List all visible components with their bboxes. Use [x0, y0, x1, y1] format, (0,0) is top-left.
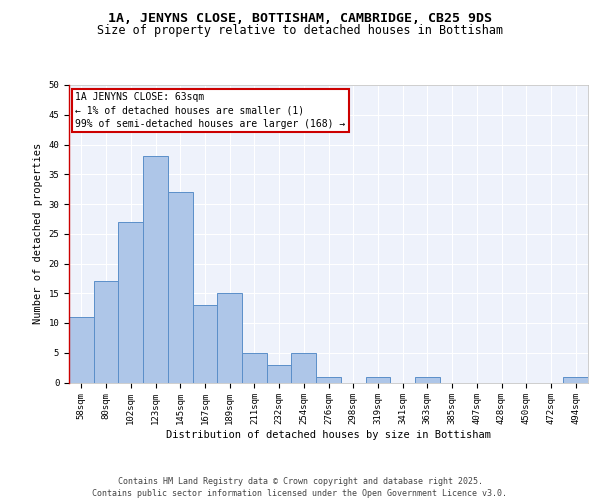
Bar	[168, 192, 193, 382]
Bar	[316, 376, 341, 382]
X-axis label: Distribution of detached houses by size in Bottisham: Distribution of detached houses by size …	[166, 430, 491, 440]
Bar	[143, 156, 168, 382]
Bar	[118, 222, 143, 382]
Bar	[242, 353, 267, 382]
Bar	[292, 353, 316, 382]
Bar	[193, 305, 217, 382]
Bar	[415, 376, 440, 382]
Y-axis label: Number of detached properties: Number of detached properties	[33, 143, 43, 324]
Text: Size of property relative to detached houses in Bottisham: Size of property relative to detached ho…	[97, 24, 503, 37]
Bar	[94, 282, 118, 382]
Bar	[217, 293, 242, 382]
Bar	[365, 376, 390, 382]
Bar	[563, 376, 588, 382]
Text: Contains HM Land Registry data © Crown copyright and database right 2025.
Contai: Contains HM Land Registry data © Crown c…	[92, 476, 508, 498]
Text: 1A JENYNS CLOSE: 63sqm
← 1% of detached houses are smaller (1)
99% of semi-detac: 1A JENYNS CLOSE: 63sqm ← 1% of detached …	[75, 92, 346, 129]
Bar	[267, 364, 292, 382]
Text: 1A, JENYNS CLOSE, BOTTISHAM, CAMBRIDGE, CB25 9DS: 1A, JENYNS CLOSE, BOTTISHAM, CAMBRIDGE, …	[108, 12, 492, 26]
Bar	[69, 317, 94, 382]
